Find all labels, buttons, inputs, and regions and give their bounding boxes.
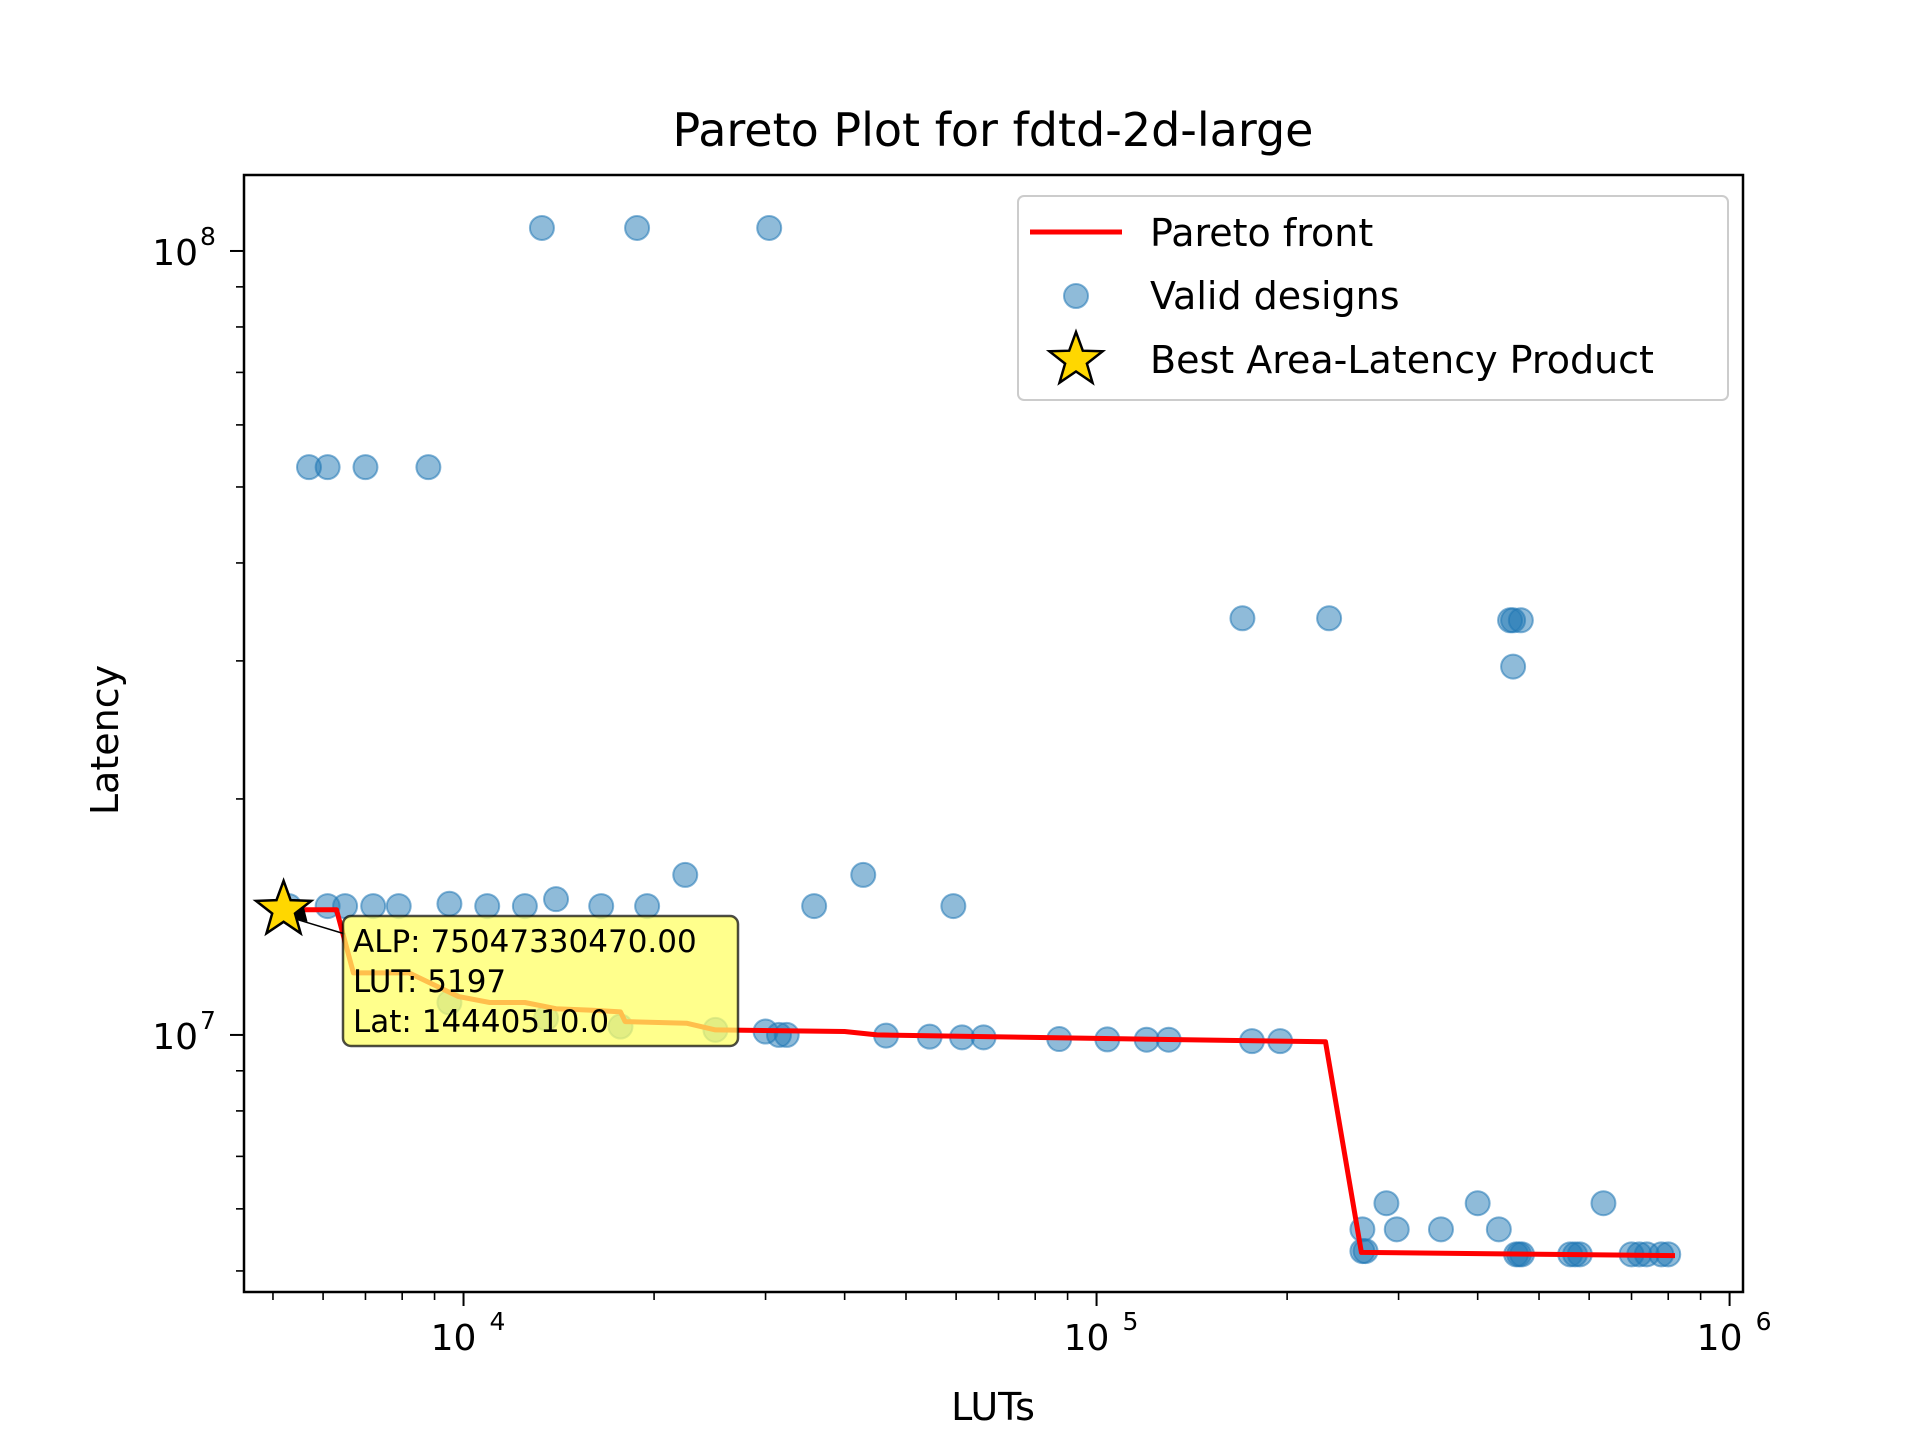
x-tick-label: 10 <box>431 1318 477 1359</box>
annotation-line: LUT: 5197 <box>353 964 506 1000</box>
x-tick-exponent: 6 <box>1756 1307 1772 1336</box>
valid-design-point <box>360 893 387 920</box>
y-tick-exponent: 8 <box>200 222 216 251</box>
valid-design-point <box>415 454 442 481</box>
x-tick-label: 10 <box>1064 1318 1110 1359</box>
valid-design-point <box>474 893 501 920</box>
valid-design-point <box>940 893 967 920</box>
minor-ticks <box>236 286 1702 1300</box>
valid-design-point <box>314 454 341 481</box>
y-tick-label: 10 <box>152 233 198 274</box>
valid-design-point <box>756 214 783 241</box>
valid-design-point <box>773 1021 800 1048</box>
y-axis-label: Latency <box>83 665 127 815</box>
valid-design-point <box>1316 605 1343 632</box>
annotation-arrow <box>291 917 346 935</box>
y-tick-exponent: 7 <box>200 1006 216 1035</box>
legend: Pareto front Valid designs Best Area-Laten… <box>1017 195 1729 401</box>
legend-star-swatch <box>1045 328 1107 386</box>
valid-design-point <box>588 893 615 920</box>
valid-design-point <box>1229 605 1256 632</box>
valid-design-point <box>511 893 538 920</box>
valid-design-point <box>1373 1190 1400 1217</box>
x-tick-label: 10 <box>1697 1318 1743 1359</box>
valid-design-point <box>436 890 463 917</box>
valid-design-point <box>385 893 412 920</box>
valid-design-point <box>1427 1216 1454 1243</box>
valid-design-point <box>1383 1216 1410 1243</box>
annotation-layer: ALP: 75047330470.00 LUT: 5197 Lat: 1444051… <box>252 877 740 1048</box>
x-tick-exponent: 4 <box>490 1307 506 1336</box>
plot-frame <box>242 173 1745 1294</box>
chart-title: Pareto Plot for fdtd-2d-large <box>673 103 1314 157</box>
best-alp-star <box>252 877 315 937</box>
valid-design-point <box>1507 607 1534 634</box>
valid-design-point <box>1590 1190 1617 1217</box>
valid-design-point <box>634 893 661 920</box>
legend-label: Valid designs <box>1150 274 1400 318</box>
valid-design-point <box>543 886 570 913</box>
annotation-box <box>341 914 740 1048</box>
valid-design-point <box>1485 1216 1512 1243</box>
annotation-line: ALP: 75047330470.00 <box>353 924 697 960</box>
x-axis-label: LUTs <box>951 1385 1035 1429</box>
y-tick-label: 10 <box>152 1017 198 1058</box>
legend-valid-swatch <box>1063 283 1089 309</box>
valid-design-point <box>624 214 651 241</box>
x-tick-exponent: 5 <box>1123 1307 1139 1336</box>
valid-design-point <box>850 861 877 888</box>
valid-design-point <box>1500 653 1527 680</box>
valid-design-point <box>528 214 555 241</box>
valid-design-point <box>672 861 699 888</box>
legend-label: Best Area-Latency Product <box>1150 338 1654 382</box>
legend-label: Pareto front <box>1150 211 1373 255</box>
valid-design-point <box>801 893 828 920</box>
valid-design-point <box>352 454 379 481</box>
valid-design-point <box>1464 1190 1491 1217</box>
annotation-line: Lat: 14440510.0 <box>353 1004 609 1040</box>
legend-box <box>1017 195 1729 401</box>
